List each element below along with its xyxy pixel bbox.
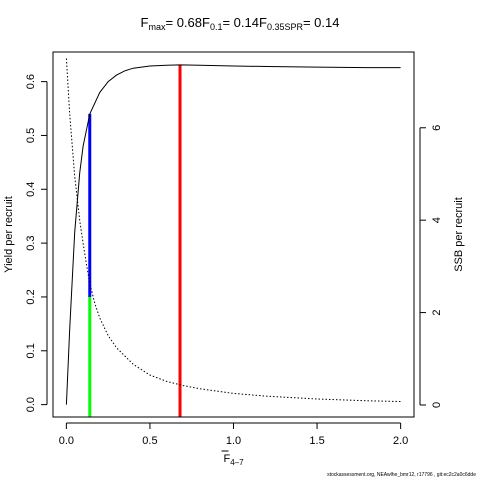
x-tick-label: 1.5 (309, 435, 324, 447)
y-left-tick-label: 0.6 (25, 74, 37, 89)
y-right-tick-label: 6 (431, 125, 443, 131)
y-right-tick-label: 4 (431, 217, 443, 223)
ssb-per-recruit-line (65, 58, 401, 402)
x-tick-label: 0.5 (142, 435, 157, 447)
axis-labels: Yield per recruit SSB per recruit F4–7 (3, 196, 465, 467)
y-right-tick-label: 2 (431, 310, 443, 316)
x-tick-label: 2.0 (393, 435, 408, 447)
y-left-tick-label: 0.5 (25, 128, 37, 143)
x-axis: 0.0 0.5 1.0 1.5 2.0 (59, 422, 408, 447)
title-text: Fmax= 0.68F0.1= 0.14F0.35SPR= 0.14 (141, 15, 340, 32)
plot-frame (52, 51, 415, 418)
y-left-tick-label: 0.1 (25, 343, 37, 358)
y-left-tick-label: 0.2 (25, 289, 37, 304)
y-left-tick-label: 0.4 (25, 182, 37, 197)
x-tick-label: 1.0 (226, 435, 241, 447)
x-label: F4–7 (223, 453, 244, 467)
yield-per-recruit-line (65, 64, 401, 405)
x-tick-label: 0.0 (59, 435, 74, 447)
y-left-label: Yield per recruit (3, 196, 15, 273)
y-left-tick-label: 0.0 (25, 397, 37, 412)
chart-title: Fmax= 0.68F0.1= 0.14F0.35SPR= 0.14 (141, 15, 340, 32)
y-right-label: SSB per recruit (453, 197, 465, 272)
y-left-tick-label: 0.3 (25, 235, 37, 250)
y-right-tick-label: 0 (431, 402, 443, 408)
footer-text: stockassessment.org, NEAwlhe_bmr12, r177… (327, 472, 476, 478)
y-axis-left: 0.0 0.1 0.2 0.3 0.4 0.5 0.6 (25, 74, 48, 412)
series-layer (65, 58, 401, 405)
reference-lines (88, 64, 182, 417)
y-axis-right: 0 2 4 6 (419, 125, 443, 408)
